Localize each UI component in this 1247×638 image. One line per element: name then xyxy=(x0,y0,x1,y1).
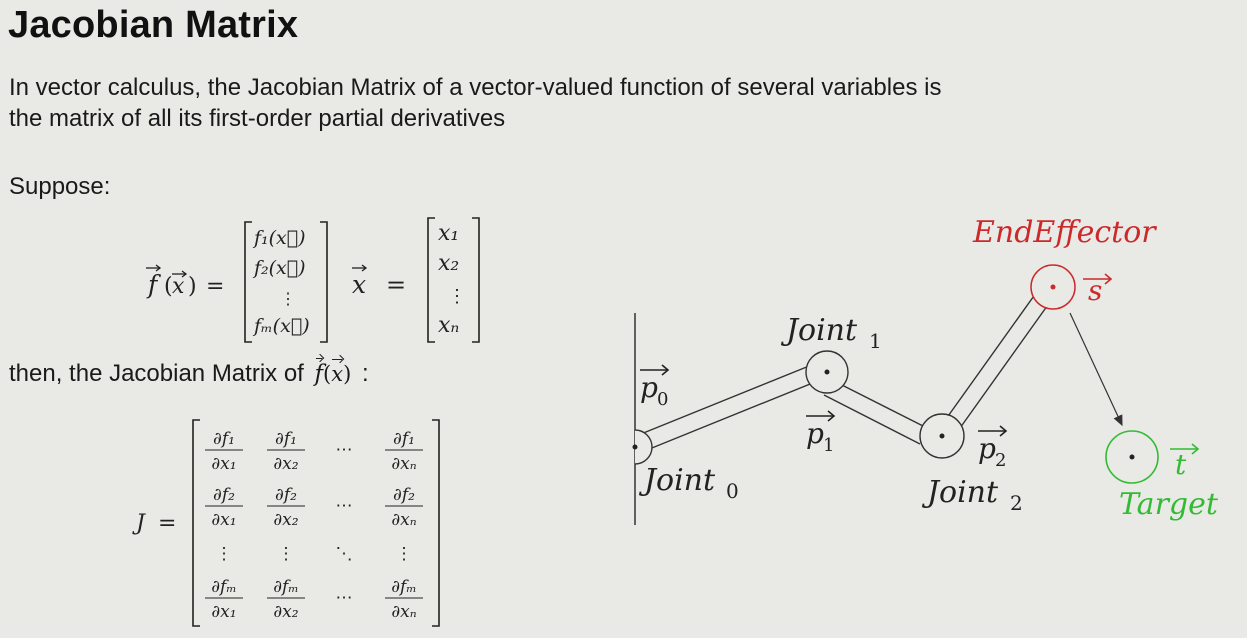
slide-title: Jacobian Matrix xyxy=(8,4,299,46)
jacobian-cell-ellipsis: ⋯ xyxy=(336,588,353,608)
target-label: Target xyxy=(1119,487,1219,522)
jacobian-cell-numerator: ∂f₁ xyxy=(275,429,297,449)
svg-text:x: x xyxy=(172,274,185,299)
end-effector-label: EndEffector xyxy=(972,215,1157,250)
jacobian-cell-numerator: ∂f₂ xyxy=(213,485,235,505)
f-of-x-inline: f xyxy=(314,358,324,387)
svg-text:1: 1 xyxy=(823,435,834,456)
jacobian-cell-ellipsis: ⋱ xyxy=(336,544,353,564)
jacobian-cell-denominator: ∂x₁ xyxy=(211,454,236,474)
svg-text:p: p xyxy=(806,417,824,450)
svg-text:Joint: Joint xyxy=(921,475,999,510)
jacobian-cell-numerator: ∂f₂ xyxy=(393,485,415,505)
svg-text:Joint: Joint xyxy=(638,463,716,498)
joint-0 xyxy=(632,429,653,465)
joint-1-label: Joint 1 xyxy=(780,313,882,353)
f-symbol: f xyxy=(146,270,161,299)
jacobian-cell-denominator: ∂xₙ xyxy=(391,454,416,474)
x-symbol: x xyxy=(352,270,366,299)
f-vector-entries: f₁(x⃗) f₂(x⃗) ⋮ fₘ(x⃗) xyxy=(252,227,310,337)
svg-text:2: 2 xyxy=(995,450,1006,471)
jacobian-cell-numerator: ∂fₘ xyxy=(273,577,299,597)
link-1 xyxy=(823,379,928,445)
jacobian-cell-ellipsis: ⋮ xyxy=(396,544,413,564)
jacobian-cell-denominator: ∂x₂ xyxy=(273,510,298,530)
svg-text:): ) xyxy=(188,274,197,299)
svg-text:f₁(x⃗): f₁(x⃗) xyxy=(252,227,306,249)
svg-text:fₘ(x⃗): fₘ(x⃗) xyxy=(252,315,310,337)
svg-text:(: ( xyxy=(164,274,173,299)
p0-vector-label: p 0 xyxy=(639,364,669,410)
jacobian-cell-denominator: ∂x₁ xyxy=(211,510,236,530)
joint-1 xyxy=(805,350,849,394)
svg-text:f₂(x⃗): f₂(x⃗) xyxy=(252,257,306,279)
svg-text:=: = xyxy=(206,274,224,299)
svg-text:2: 2 xyxy=(1010,491,1023,515)
svg-text:x₂: x₂ xyxy=(438,251,459,276)
svg-text:0: 0 xyxy=(657,389,668,410)
svg-text:=: = xyxy=(158,511,176,536)
jacobian-cell-ellipsis: ⋮ xyxy=(278,544,295,564)
jacobian-cell-ellipsis: ⋮ xyxy=(216,544,233,564)
p2-vector-label: p 2 xyxy=(977,425,1007,471)
jacobian-cell-numerator: ∂fₘ xyxy=(391,577,417,597)
link-0 xyxy=(635,363,821,453)
jacobian-cells: ∂f₁ ∂x₁ ∂f₁ ∂x₂ ⋯ ∂f₁ ∂xₙ ∂f₂ ∂x₁ ∂f₂ ∂x₂ ⋯ ∂f₂ ∂xₙ ⋮ ⋮… xyxy=(205,429,423,622)
svg-text:t: t xyxy=(1175,448,1187,481)
jacobian-cell-numerator: ∂f₁ xyxy=(213,429,235,449)
definition-paragraph: In vector calculus, the Jacobian Matrix … xyxy=(9,74,942,132)
suppose-label: Suppose: xyxy=(9,173,111,200)
jacobian-cell-numerator: ∂f₂ xyxy=(275,485,297,505)
svg-text:s: s xyxy=(1088,274,1102,307)
target xyxy=(1105,430,1159,484)
kinematic-chain-diagram: Joint 0 Joint 1 Joint 2 EndEffector Targ… xyxy=(632,215,1219,525)
s-vector-label: s xyxy=(1083,273,1113,307)
jacobian-cell-ellipsis: ⋯ xyxy=(336,496,353,516)
svg-text:EndEffector: EndEffector xyxy=(972,215,1157,250)
J-symbol: J xyxy=(132,511,146,536)
joint-2 xyxy=(919,413,965,459)
svg-text:⋮: ⋮ xyxy=(448,286,466,307)
vector-definitions: f ( x ) = f₁(x⃗) f₂(x⃗) ⋮ fₘ(x⃗) x = x₁ … xyxy=(145,217,480,343)
svg-text:Target: Target xyxy=(1119,487,1219,522)
svg-text:⋮: ⋮ xyxy=(280,289,296,308)
jacobian-cell-numerator: ∂f₁ xyxy=(393,429,415,449)
p1-vector-label: p 1 xyxy=(805,410,835,456)
svg-text:=: = xyxy=(386,271,406,299)
x-vector-entries: x₁ x₂ ⋮ xₙ xyxy=(438,221,466,338)
jacobian-cell-denominator: ∂x₂ xyxy=(273,454,298,474)
end-effector xyxy=(1030,264,1076,310)
svg-text:Joint: Joint xyxy=(780,313,858,348)
effector-to-target-arrow xyxy=(1069,312,1123,427)
jacobian-cell-ellipsis: ⋯ xyxy=(336,440,353,460)
svg-text:0: 0 xyxy=(726,479,739,503)
joint-2-label: Joint 2 xyxy=(921,475,1023,515)
joint-0-label: Joint 0 xyxy=(638,463,739,503)
then-line: then, the Jacobian Matrix of f(x) : xyxy=(9,358,369,387)
svg-text:x₁: x₁ xyxy=(438,221,459,246)
svg-text:1: 1 xyxy=(869,329,882,353)
jacobian-matrix: J = ∂f₁∂x₁∂f₁∂x₂⋯∂f₁∂xₙ∂f₂∂x₁∂f₂∂x₂⋯∂f₂∂… xyxy=(132,419,440,627)
svg-text:p: p xyxy=(978,432,996,465)
svg-text:xₙ: xₙ xyxy=(438,313,459,338)
t-vector-label: t xyxy=(1170,443,1200,481)
jacobian-cell-denominator: ∂x₁ xyxy=(211,602,236,622)
svg-text:p: p xyxy=(640,371,658,404)
jacobian-cell-denominator: ∂x₂ xyxy=(273,602,298,622)
jacobian-cell-denominator: ∂xₙ xyxy=(391,510,416,530)
link-2 xyxy=(945,292,1051,429)
jacobian-cell-denominator: ∂xₙ xyxy=(391,602,416,622)
jacobian-cell-numerator: ∂fₘ xyxy=(211,577,237,597)
